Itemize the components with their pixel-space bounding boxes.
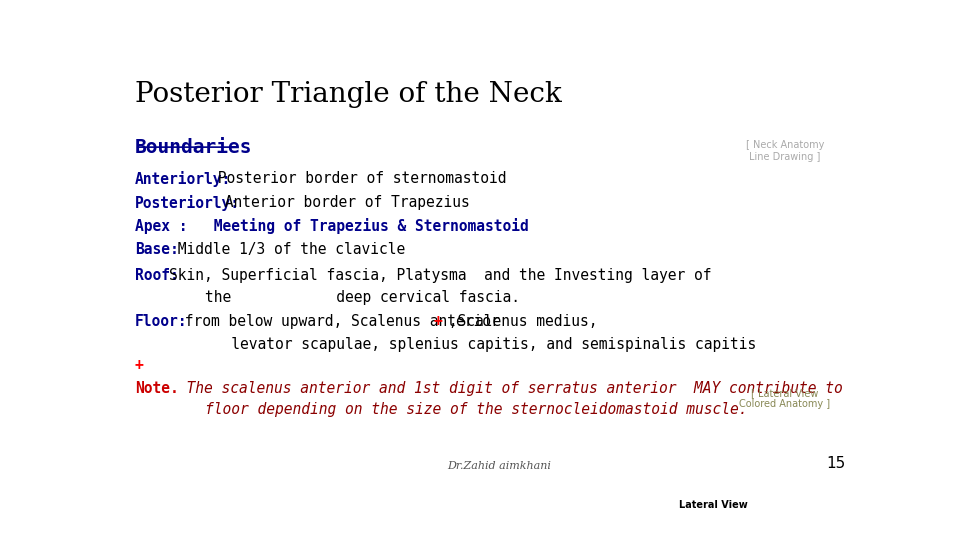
Text: Note.: Note. <box>134 381 179 396</box>
Text: Floor:: Floor: <box>134 314 187 329</box>
Text: Posteriorly:: Posteriorly: <box>134 194 240 211</box>
Text: from below upward, Scalenus anterior: from below upward, Scalenus anterior <box>176 314 508 329</box>
Text: Base:: Base: <box>134 242 179 257</box>
Text: +: + <box>134 358 144 373</box>
Text: Posterior Triangle of the Neck: Posterior Triangle of the Neck <box>134 82 562 109</box>
Text: Anterior border of Trapezius: Anterior border of Trapezius <box>216 194 470 210</box>
Text: +: + <box>433 314 442 329</box>
Text: Apex :   Meeting of Trapezius & Sternomastoid: Apex : Meeting of Trapezius & Sternomast… <box>134 218 529 234</box>
Text: Roof:: Roof: <box>134 268 179 283</box>
Text: Boundaries: Boundaries <box>134 138 252 157</box>
Text: levator scapulae, splenius capitis, and semispinalis capitis: levator scapulae, splenius capitis, and … <box>134 337 756 352</box>
Text: 15: 15 <box>827 456 846 471</box>
Text: [ Neck Anatomy
Line Drawing ]: [ Neck Anatomy Line Drawing ] <box>746 140 824 162</box>
Text: Anteriorly:: Anteriorly: <box>134 171 231 187</box>
Text: floor depending on the size of the sternocleidomastoid muscle.: floor depending on the size of the stern… <box>134 402 748 416</box>
Text: Lateral View: Lateral View <box>679 500 748 510</box>
Text: Posterior border of sternomastoid: Posterior border of sternomastoid <box>209 171 507 186</box>
Text: The scalenus anterior and 1st digit of serratus anterior  MAY contribute to: The scalenus anterior and 1st digit of s… <box>169 381 843 396</box>
Text: Dr.Zahid aimkhani: Dr.Zahid aimkhani <box>447 462 551 471</box>
Text: [ Lateral View
Colored Anatomy ]: [ Lateral View Colored Anatomy ] <box>739 388 830 409</box>
Text: the            deep cervical fascia.: the deep cervical fascia. <box>134 290 520 305</box>
Text: Middle 1/3 of the clavicle: Middle 1/3 of the clavicle <box>169 242 405 257</box>
Text: ,Scalenus medius,: ,Scalenus medius, <box>440 314 597 329</box>
Text: Skin, Superficial fascia, Platysma  and the Investing layer of: Skin, Superficial fascia, Platysma and t… <box>169 268 711 283</box>
